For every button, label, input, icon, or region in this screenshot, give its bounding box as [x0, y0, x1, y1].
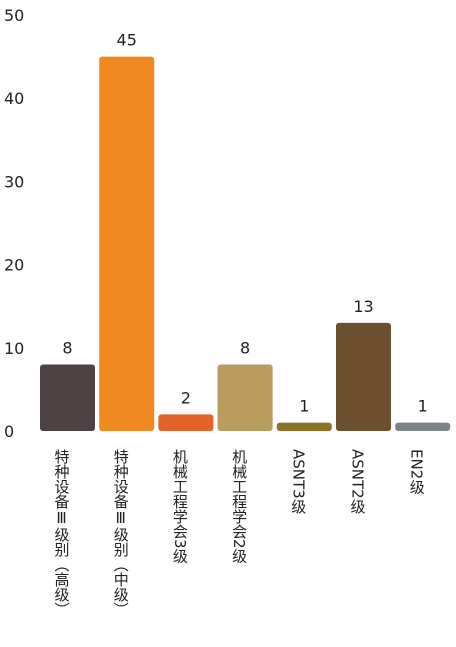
bar-value-label: 45	[117, 31, 137, 50]
bar	[336, 322, 391, 431]
bar	[158, 414, 214, 431]
y-tick-label: 50	[4, 6, 24, 25]
bar	[40, 364, 95, 431]
y-tick-label: 10	[4, 339, 24, 358]
category-label: ASNT3级	[289, 449, 307, 514]
category-label: 机械工程学会2级	[230, 449, 248, 564]
bar	[395, 422, 451, 431]
y-tick-label: 30	[4, 172, 24, 191]
bar-value-label: 1	[299, 397, 309, 416]
category-label: EN2级	[408, 449, 426, 494]
bar-value-label: 1	[418, 397, 428, 416]
category-label: ASNT2级	[349, 449, 367, 514]
y-tick-label: 20	[4, 256, 24, 275]
bar	[217, 364, 273, 431]
category-label: 特种设备Ⅲ级别（高级）	[53, 449, 71, 617]
category-label: 机械工程学会3级	[171, 449, 189, 564]
y-tick-label: 0	[4, 422, 14, 441]
bar	[99, 56, 155, 431]
bar-value-label: 2	[181, 388, 191, 407]
y-tick-label: 40	[4, 89, 24, 108]
bar-value-label: 8	[62, 338, 72, 357]
bar-value-label: 8	[240, 338, 250, 357]
bar	[276, 422, 332, 431]
bar-value-label: 13	[353, 297, 373, 316]
category-label: 特种设备Ⅲ级别（中级）	[112, 449, 130, 617]
